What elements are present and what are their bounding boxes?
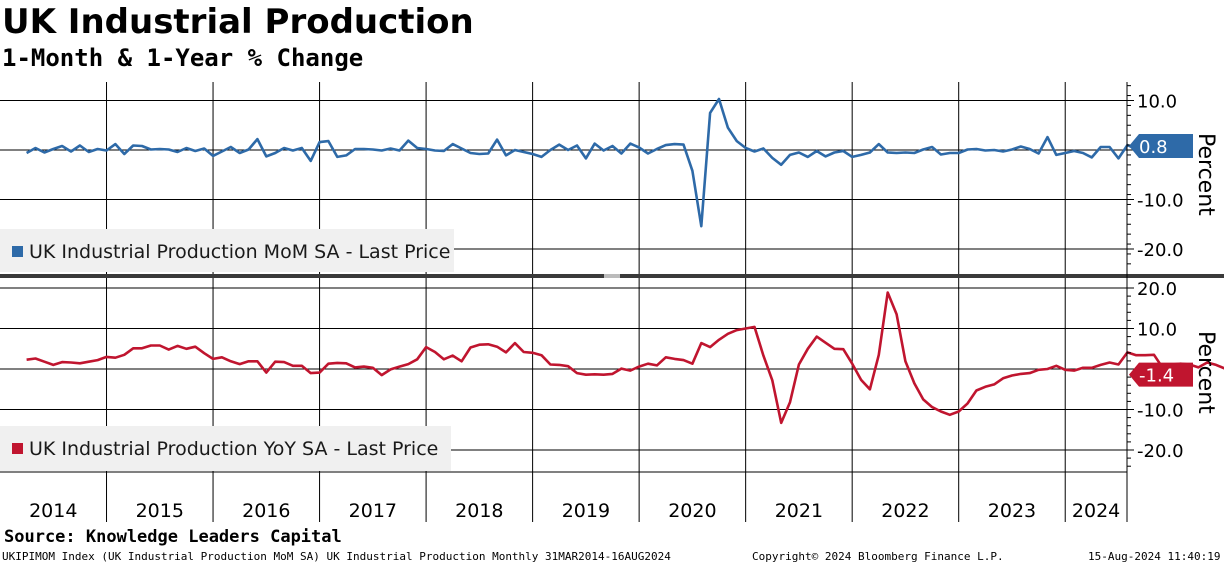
year-label: 2023 (988, 500, 1036, 522)
y-tick-label: 10.0 (1137, 320, 1177, 341)
year-gridlines (106, 82, 1066, 522)
yoy-last-value: -1.4 (1139, 366, 1174, 387)
bottom-y-axis: 20.0 10.0 -10.0 -20.0 (1127, 279, 1184, 467)
y-tick-label: 20.0 (1137, 279, 1177, 300)
top-legend-swatch (12, 246, 23, 257)
year-label: 2024 (1072, 500, 1120, 522)
y-tick-label: -10.0 (1137, 401, 1184, 422)
y-tick-label: -20.0 (1137, 441, 1184, 462)
year-label: 2015 (136, 500, 184, 522)
bottom-panel-grid (0, 287, 1127, 451)
chart-subtitle: 1-Month & 1-Year % Change (2, 44, 364, 72)
mom-series-line (25, 97, 1164, 228)
panel-separator-handle (604, 274, 620, 278)
y-tick-label: -10.0 (1137, 191, 1184, 212)
copyright-note: Copyright© 2024 Bloomberg Finance L.P. (752, 550, 1004, 563)
top-panel-grid (0, 100, 1127, 250)
top-legend-label: UK Industrial Production MoM SA - Last P… (29, 241, 450, 263)
bottom-legend-swatch (12, 443, 23, 454)
x-axis-year-labels: 2014 2015 2016 2017 2018 2019 2020 2021 2022 2023… (29, 500, 1120, 522)
chart-title: UK Industrial Production (2, 2, 474, 42)
year-label: 2017 (349, 500, 397, 522)
yoy-series-line (26, 291, 1224, 425)
ticker-description: UKIPIMOM Index (UK Industrial Production… (2, 550, 671, 563)
source-note: Source: Knowledge Leaders Capital (4, 527, 342, 547)
year-label: 2020 (668, 500, 716, 522)
y-tick-label: -20.0 (1137, 240, 1184, 261)
bottom-legend: UK Industrial Production YoY SA - Last P… (0, 426, 451, 471)
top-legend: UK Industrial Production MoM SA - Last P… (0, 229, 454, 272)
mom-last-value-badge: 0.8 (1129, 134, 1193, 159)
year-label: 2021 (775, 500, 823, 522)
bottom-ylabel: Percent (1193, 331, 1218, 414)
yoy-last-value-badge: -1.4 (1129, 362, 1193, 387)
mom-last-value: 0.8 (1139, 137, 1168, 158)
year-label: 2022 (881, 500, 929, 522)
year-label: 2018 (455, 500, 503, 522)
y-tick-label: 10.0 (1137, 92, 1177, 113)
year-label: 2014 (29, 500, 77, 522)
top-y-axis: 10.0 -10.0 -20.0 (1127, 85, 1184, 265)
top-ylabel: Percent (1193, 133, 1218, 216)
timestamp: 15-Aug-2024 11:40:19 (1088, 550, 1221, 563)
bottom-legend-label: UK Industrial Production YoY SA - Last P… (29, 438, 438, 460)
year-label: 2016 (242, 500, 290, 522)
year-label: 2019 (562, 500, 610, 522)
